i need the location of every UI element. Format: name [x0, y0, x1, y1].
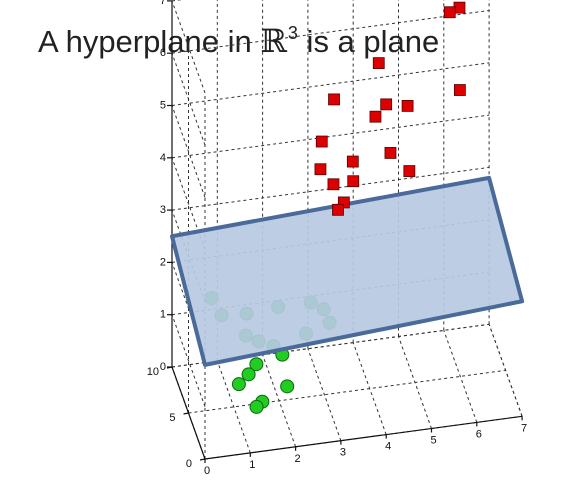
- grid-line: [171, 0, 206, 94]
- grid-line: [171, 314, 206, 407]
- data-point-square: [314, 163, 327, 176]
- x-tick-label: 4: [385, 441, 391, 453]
- grid-line: [171, 105, 206, 198]
- y-tick-label: 0: [186, 458, 192, 470]
- data-point-circle: [249, 399, 264, 414]
- grid-line: [307, 348, 342, 441]
- grid-line: [171, 10, 490, 54]
- grid-line: [216, 360, 251, 454]
- y-tick-label: 10: [147, 366, 159, 378]
- data-point-circle: [249, 357, 264, 372]
- data-point-circle: [231, 377, 246, 392]
- grid-line: [171, 166, 490, 211]
- x-tick-label: 5: [430, 435, 436, 447]
- y-tick-label: 5: [169, 412, 175, 424]
- data-point-square: [347, 175, 360, 188]
- title-superscript: 3: [287, 23, 298, 43]
- x-tick-label: 1: [249, 459, 255, 471]
- y-tick-mark: [199, 458, 206, 461]
- hyperplane: [170, 175, 525, 367]
- x-tick-label: 3: [340, 447, 346, 459]
- data-point-square: [443, 6, 456, 19]
- data-point-square: [346, 155, 359, 168]
- grid-line: [171, 323, 490, 368]
- grid-line: [171, 53, 206, 146]
- x-axis: [204, 415, 523, 460]
- x-tick-label: 0: [204, 465, 210, 477]
- data-point-square: [403, 165, 416, 177]
- x-tick-label: 6: [476, 428, 482, 440]
- grid-line: [488, 324, 523, 417]
- data-point-square: [453, 84, 466, 96]
- z-tick-label: 7: [160, 0, 166, 7]
- data-point-square: [369, 110, 382, 123]
- data-point-square: [401, 100, 414, 112]
- data-point-square: [327, 178, 340, 191]
- grid-line: [171, 114, 490, 159]
- data-point-square: [384, 147, 397, 159]
- real-numbers-symbol: ℝ: [260, 22, 287, 60]
- z-tick-label: 1: [160, 309, 166, 321]
- x-tick-label: 2: [295, 453, 301, 465]
- grid-line: [188, 369, 506, 414]
- data-point-square: [372, 57, 385, 70]
- data-point-circle: [241, 367, 256, 382]
- z-tick-label: 0: [160, 361, 166, 373]
- grid-line: [171, 62, 490, 106]
- z-tick-label: 2: [160, 256, 166, 268]
- data-point-square: [328, 93, 340, 106]
- grid-line: [171, 157, 206, 250]
- data-point-square: [332, 203, 344, 216]
- data-point-square: [380, 98, 393, 111]
- z-tick-label: 6: [160, 47, 166, 59]
- y-tick-mark: [183, 412, 189, 415]
- z-tick-label: 3: [160, 204, 166, 216]
- data-point-circle: [280, 379, 295, 394]
- z-tick-label: 4: [160, 152, 166, 164]
- grid-line: [171, 0, 183, 2]
- grid-line: [443, 330, 478, 423]
- x-tick-label: 7: [521, 422, 527, 434]
- data-point-square: [315, 135, 328, 148]
- z-tick-label: 5: [160, 100, 166, 112]
- chart-title: A hyperplane in ℝ3 is a plane: [38, 22, 440, 60]
